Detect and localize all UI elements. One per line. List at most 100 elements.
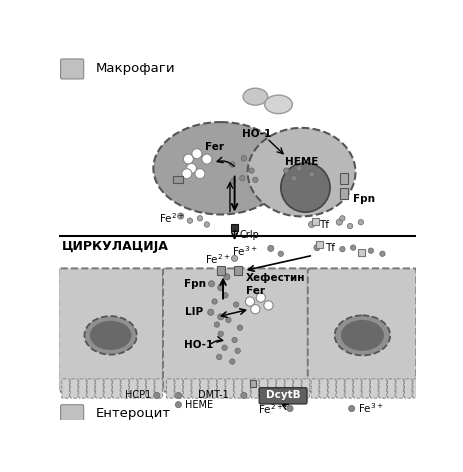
FancyBboxPatch shape [200, 379, 208, 398]
Circle shape [208, 281, 214, 287]
Circle shape [232, 337, 238, 343]
Circle shape [264, 301, 273, 310]
Circle shape [218, 285, 224, 291]
Circle shape [308, 221, 315, 228]
FancyBboxPatch shape [61, 59, 84, 79]
Circle shape [349, 405, 355, 412]
Circle shape [249, 168, 254, 173]
FancyBboxPatch shape [155, 379, 163, 398]
Circle shape [283, 168, 289, 173]
Circle shape [222, 345, 227, 350]
Circle shape [336, 219, 343, 225]
Bar [234, 266, 242, 275]
Bar [173, 177, 183, 183]
FancyBboxPatch shape [413, 379, 420, 398]
FancyBboxPatch shape [354, 379, 361, 398]
Bar [250, 380, 256, 388]
FancyBboxPatch shape [251, 379, 259, 398]
FancyBboxPatch shape [311, 379, 319, 398]
Text: HEME: HEME [285, 157, 318, 167]
Circle shape [281, 163, 330, 212]
FancyBboxPatch shape [163, 269, 308, 392]
FancyBboxPatch shape [370, 379, 378, 398]
Text: A: A [66, 405, 79, 423]
FancyBboxPatch shape [130, 379, 137, 398]
Circle shape [340, 216, 345, 221]
FancyBboxPatch shape [58, 269, 163, 392]
Circle shape [154, 392, 160, 398]
FancyBboxPatch shape [175, 379, 182, 398]
FancyBboxPatch shape [79, 379, 87, 398]
FancyBboxPatch shape [70, 379, 78, 398]
Bar [340, 173, 348, 184]
Text: Tf: Tf [319, 219, 329, 229]
FancyBboxPatch shape [226, 379, 233, 398]
Circle shape [368, 248, 374, 253]
Text: Fe$^{2+}$: Fe$^{2+}$ [258, 403, 283, 416]
FancyBboxPatch shape [302, 379, 310, 398]
Circle shape [233, 302, 239, 307]
Circle shape [241, 156, 246, 161]
FancyBboxPatch shape [337, 379, 344, 398]
FancyBboxPatch shape [209, 379, 217, 398]
Ellipse shape [90, 321, 131, 350]
FancyBboxPatch shape [388, 379, 395, 398]
Circle shape [202, 154, 212, 164]
Text: Tf: Tf [325, 243, 335, 253]
Circle shape [297, 166, 302, 171]
Circle shape [175, 402, 181, 408]
Circle shape [212, 299, 217, 304]
Ellipse shape [248, 128, 356, 217]
FancyBboxPatch shape [328, 379, 336, 398]
Circle shape [235, 348, 240, 354]
Circle shape [231, 179, 236, 184]
Text: Fe$^{2+}$: Fe$^{2+}$ [205, 252, 231, 266]
Ellipse shape [341, 320, 384, 351]
Circle shape [183, 154, 194, 164]
Circle shape [287, 405, 293, 412]
Bar [231, 224, 238, 231]
Text: ЦИРКУЛАЦИЈА: ЦИРКУЛАЦИЈА [62, 240, 169, 253]
Text: HO-1: HO-1 [184, 340, 213, 350]
FancyBboxPatch shape [121, 379, 129, 398]
Text: Макрофаги: Макрофаги [96, 62, 175, 76]
Bar [340, 188, 348, 199]
Circle shape [238, 325, 243, 330]
FancyBboxPatch shape [260, 379, 267, 398]
Circle shape [175, 392, 181, 398]
Circle shape [256, 293, 265, 302]
Circle shape [241, 392, 247, 398]
FancyBboxPatch shape [104, 379, 112, 398]
FancyBboxPatch shape [294, 379, 301, 398]
Text: Fe$^{3+}$: Fe$^{3+}$ [358, 402, 384, 415]
Circle shape [245, 297, 255, 306]
FancyBboxPatch shape [166, 379, 174, 398]
Circle shape [223, 293, 228, 298]
Circle shape [224, 274, 230, 280]
FancyBboxPatch shape [259, 388, 307, 404]
FancyBboxPatch shape [183, 379, 191, 398]
Circle shape [182, 169, 192, 179]
Text: DMT-1: DMT-1 [198, 390, 228, 400]
FancyBboxPatch shape [345, 379, 353, 398]
Circle shape [291, 176, 297, 181]
Circle shape [204, 222, 210, 227]
Ellipse shape [243, 88, 268, 105]
Bar [358, 249, 365, 256]
Circle shape [251, 304, 260, 314]
Text: Fe$^{2+}$: Fe$^{2+}$ [159, 211, 185, 225]
FancyBboxPatch shape [192, 379, 200, 398]
Circle shape [207, 309, 214, 315]
Circle shape [350, 245, 356, 250]
Text: B: B [66, 60, 78, 78]
FancyBboxPatch shape [217, 379, 225, 398]
Text: Ентероцит: Ентероцит [96, 407, 171, 421]
FancyBboxPatch shape [61, 405, 84, 423]
FancyBboxPatch shape [268, 379, 276, 398]
Circle shape [358, 219, 363, 225]
FancyBboxPatch shape [234, 379, 242, 398]
FancyBboxPatch shape [113, 379, 120, 398]
Circle shape [253, 177, 258, 183]
Circle shape [197, 216, 203, 221]
Circle shape [218, 314, 224, 320]
